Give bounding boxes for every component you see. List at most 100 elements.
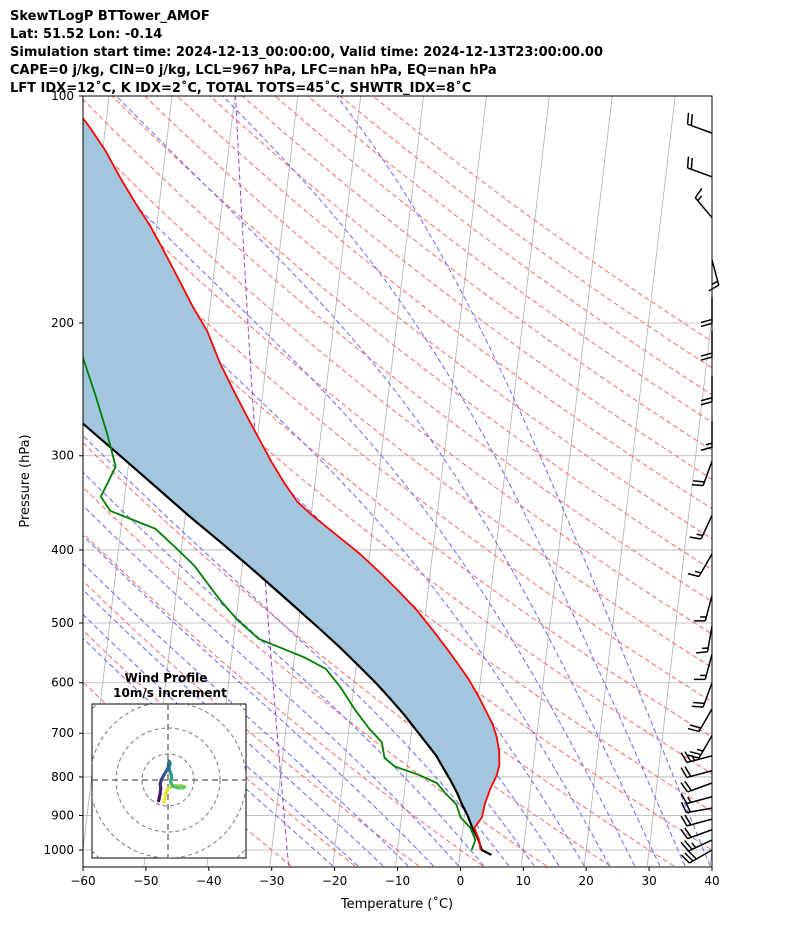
temperature-line <box>83 116 501 851</box>
wind-barb <box>680 814 713 827</box>
isotherm-gridline <box>332 96 424 867</box>
dry-adiabat <box>83 203 712 703</box>
wind-barbs <box>680 112 720 864</box>
chart-title: SkewTLogP BTTower_AMOF <box>10 9 210 24</box>
hodograph-inset: Wind Profile 10m/s increment <box>91 671 247 859</box>
time-line: Simulation start time: 2024-12-13_00:00:… <box>10 45 603 60</box>
moist-adiabat <box>83 150 636 867</box>
chart-header: SkewTLogP BTTower_AMOF Lat: 51.52 Lon: -… <box>10 8 603 98</box>
dry-adiabat <box>176 96 712 510</box>
x-tick-label: −50 <box>133 874 158 888</box>
y-tick-label: 300 <box>51 449 74 463</box>
dry-adiabat <box>83 486 547 867</box>
wind-barb <box>687 553 713 578</box>
moist-adiabat <box>83 345 560 867</box>
y-tick-label: 200 <box>51 316 74 330</box>
wind-barb <box>686 156 713 178</box>
wind-barb <box>680 793 713 805</box>
wind-barb <box>680 827 713 840</box>
location-line: Lat: 51.52 Lon: -0.14 <box>10 27 163 42</box>
y-tick-label: 400 <box>51 543 74 557</box>
y-tick-label: 700 <box>51 726 74 740</box>
index-line: LFT IDX=12˚C, K IDX=2˚C, TOTAL TOTS=45˚C… <box>10 81 472 96</box>
cape-cin-shading <box>83 118 500 855</box>
stability-line: CAPE=0 j/kg, CIN=0 j/kg, LCL=967 hPa, LF… <box>10 63 497 78</box>
dry-adiabat <box>242 96 712 451</box>
isotherm-gridline <box>646 313 712 867</box>
x-tick-label: 0 <box>457 874 465 888</box>
cape-fill-area <box>83 118 500 855</box>
dry-adiabat <box>274 96 712 423</box>
isotherm-gridline <box>395 96 487 867</box>
moist-adiabat <box>83 637 334 867</box>
dewpoint-line <box>83 354 477 851</box>
moist-adiabat <box>83 471 485 867</box>
dry-adiabat <box>83 240 712 738</box>
isotherm-gridline <box>773 96 794 866</box>
wind-barb <box>700 375 713 406</box>
wind-barb <box>691 460 713 487</box>
wind-barb <box>680 751 713 764</box>
wind-barb <box>680 849 713 864</box>
moist-adiabat <box>83 562 409 867</box>
dry-adiabat <box>83 580 420 867</box>
hodograph-title: Wind Profile <box>125 671 208 685</box>
y-tick-label: 900 <box>51 808 74 822</box>
wind-barb <box>700 331 713 361</box>
x-tick-label: −60 <box>70 874 95 888</box>
x-tick-label: −30 <box>259 874 284 888</box>
wind-barb <box>680 839 713 852</box>
wind-barb <box>680 766 713 779</box>
x-tick-label: −40 <box>196 874 221 888</box>
moist-adiabat <box>83 504 459 867</box>
y-tick-label: 800 <box>51 770 74 784</box>
moist-adiabat <box>83 226 610 867</box>
y-tick-label: 1000 <box>43 843 74 857</box>
wind-barb <box>689 515 713 540</box>
moist-adiabat <box>222 96 686 867</box>
hodograph-subtitle: 10m/s increment <box>113 686 227 700</box>
mixing-ratio-line <box>235 96 290 867</box>
x-tick-label: 20 <box>579 874 594 888</box>
hodograph-background <box>91 703 247 859</box>
profile-lines <box>83 116 501 856</box>
x-axis-label: Temperature (˚C) <box>340 896 453 912</box>
x-tick-label: 30 <box>641 874 656 888</box>
x-tick-label: 40 <box>704 874 719 888</box>
isotherm-gridline <box>521 96 613 867</box>
wind-barb <box>696 626 713 654</box>
isotherm-gridline <box>709 846 712 867</box>
wind-barb <box>700 421 713 451</box>
hodograph-trace <box>157 796 161 803</box>
dry-adiabat <box>83 98 712 603</box>
wind-barb <box>687 735 713 759</box>
wind-barb <box>687 708 713 733</box>
wind-barb <box>708 259 720 292</box>
wind-barb <box>693 654 713 681</box>
y-tick-label: 600 <box>51 676 74 690</box>
x-tick-label: −10 <box>385 874 410 888</box>
wind-barb <box>700 297 713 328</box>
y-tick-label: 500 <box>51 616 74 630</box>
moist-adiabat <box>83 535 434 867</box>
y-tick-label: 100 <box>51 89 74 103</box>
x-tick-label: −20 <box>322 874 347 888</box>
x-tick-label: 10 <box>516 874 531 888</box>
isotherm-gridline <box>269 96 362 867</box>
dry-adiabat <box>209 96 712 480</box>
isotherm-gridline <box>583 96 676 867</box>
parcel-profile-line <box>83 422 492 856</box>
dry-adiabat <box>111 96 712 571</box>
wind-barb <box>691 682 713 708</box>
moist-adiabat <box>116 96 661 867</box>
wind-barb <box>694 187 713 219</box>
dry-adiabat <box>83 442 611 867</box>
y-axis-label: Pressure (hPa) <box>18 434 33 527</box>
dry-adiabat <box>83 132 712 635</box>
wind-barb <box>680 780 713 793</box>
dry-adiabat <box>83 629 356 867</box>
wind-barb <box>693 595 713 622</box>
wind-barb <box>686 112 713 134</box>
